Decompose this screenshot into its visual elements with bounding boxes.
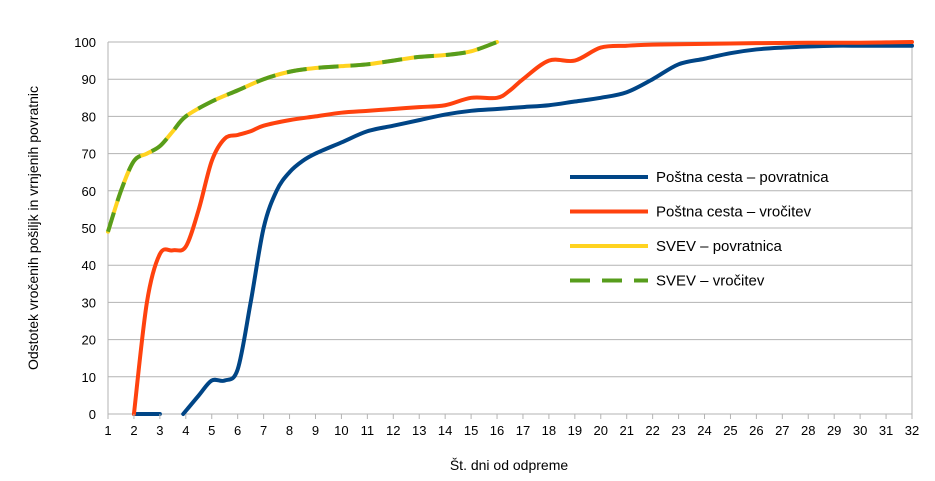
x-tick-label: 18 [542,423,556,438]
x-tick-label: 10 [334,423,348,438]
y-tick-label: 10 [82,370,96,385]
y-tick-label: 50 [82,221,96,236]
x-tick-label: 2 [130,423,137,438]
x-tick-label: 25 [723,423,737,438]
x-tick-label: 14 [438,423,452,438]
y-tick-label: 40 [82,258,96,273]
y-axis-ticks: 0 10 20 30 40 50 60 70 80 90 100 [74,35,96,422]
x-tick-label: 13 [412,423,426,438]
x-tick-label: 5 [208,423,215,438]
x-tick-label: 22 [645,423,659,438]
legend-label: Poštna cesta – vročitev [656,204,812,221]
x-tick-label: 20 [594,423,608,438]
x-tick-label: 1 [104,423,111,438]
x-tick-label: 6 [234,423,241,438]
x-tick-label: 30 [853,423,867,438]
y-tick-label: 0 [89,407,96,422]
series-layer [106,40,914,416]
gridlines [107,41,913,415]
x-axis-ticks: 1 2 3 4 5 6 7 8 9 10 11 12 13 14 15 16 17 18 19 20 21 22 23 24 2… [104,414,919,438]
x-tick-label: 28 [801,423,815,438]
y-tick-label: 90 [82,72,96,87]
legend-label: Poštna cesta – povratnica [656,169,829,186]
series-line-4-segment-1 [106,40,498,233]
x-tick-label: 16 [490,423,504,438]
x-tick-label: 23 [671,423,685,438]
x-tick-label: 17 [516,423,530,438]
y-tick-label: 70 [82,147,96,162]
legend-label: SVEV – vročitev [656,273,765,290]
x-tick-label: 29 [827,423,841,438]
x-tick-label: 21 [619,423,633,438]
y-tick-label: 100 [74,35,96,50]
x-tick-label: 19 [568,423,582,438]
x-tick-label: 4 [182,423,189,438]
x-tick-label: 15 [464,423,478,438]
x-tick-label: 31 [879,423,893,438]
legend-label: SVEV – povratnica [656,238,783,255]
x-tick-label: 8 [286,423,293,438]
series-line-1-segment-2 [181,43,914,416]
x-tick-label: 24 [697,423,711,438]
x-tick-label: 32 [905,423,919,438]
x-tick-label: 11 [361,423,375,438]
series-line-2-segment-1 [131,40,914,416]
x-tick-label: 26 [749,423,763,438]
y-tick-label: 80 [82,109,96,124]
y-axis-title: Odstotek vročenih pošiljk in vrnjenih po… [25,86,41,370]
legend: Poštna cesta – povratnica Poštna cesta – … [570,169,829,290]
x-tick-label: 9 [312,423,319,438]
y-tick-label: 60 [82,184,96,199]
x-tick-label: 7 [260,423,267,438]
y-tick-label: 20 [82,333,96,348]
x-tick-label: 3 [156,423,163,438]
x-tick-label: 12 [386,423,400,438]
x-axis-title: Št. dni od odpreme [450,457,569,473]
x-tick-label: 27 [775,423,789,438]
y-tick-label: 30 [82,295,96,310]
